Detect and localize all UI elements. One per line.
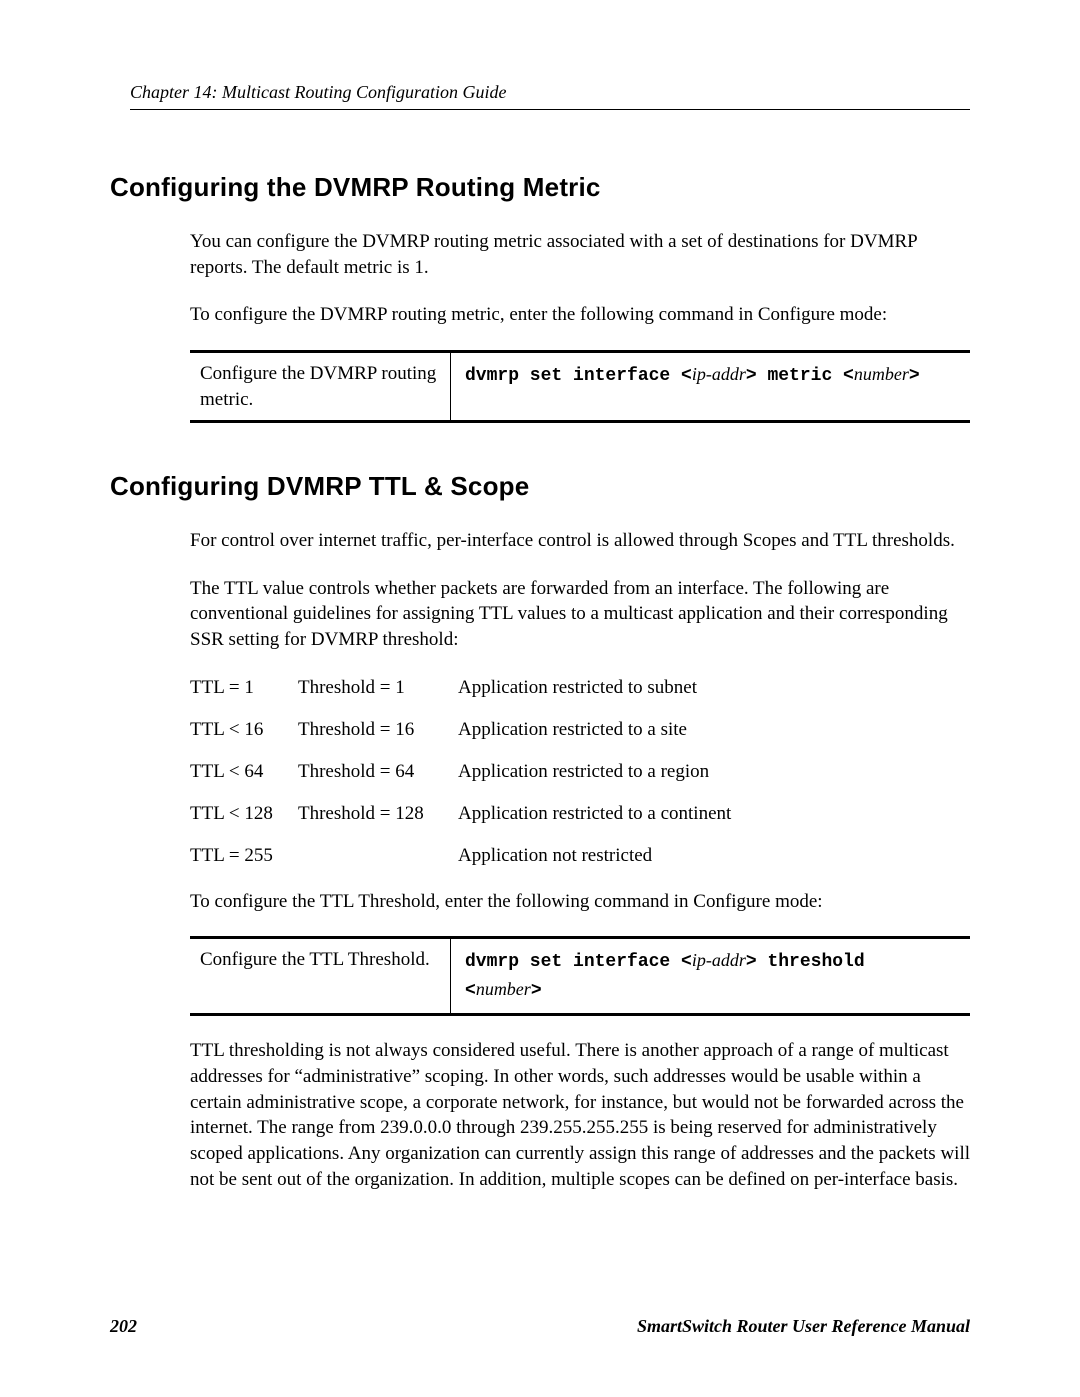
ttl-row: TTL < 128 Threshold = 128 Application re… [190, 803, 970, 825]
ttl-col2 [298, 845, 458, 867]
ttl-col1: TTL < 64 [190, 761, 298, 783]
cmd-text: > metric < [746, 366, 854, 386]
cmd-text: dvmrp set interface < [465, 366, 692, 386]
ttl-row: TTL < 64 Threshold = 64 Application rest… [190, 761, 970, 783]
ttl-col3: Application restricted to a continent [458, 803, 970, 825]
section2-p2: The TTL value controls whether packets a… [190, 576, 970, 653]
section2-p3: To configure the TTL Threshold, enter th… [190, 889, 970, 915]
ttl-row: TTL < 16 Threshold = 16 Application rest… [190, 719, 970, 741]
section1-cmd-table: Configure the DVMRP routing metric. dvmr… [190, 350, 970, 423]
ttl-col2: Threshold = 1 [298, 677, 458, 699]
page-footer: 202 SmartSwitch Router User Reference Ma… [110, 1316, 970, 1337]
ttl-col1: TTL = 1 [190, 677, 298, 699]
section1-cmd-desc: Configure the DVMRP routing metric. [190, 353, 451, 420]
cmd-text: > threshold [746, 952, 865, 972]
ttl-col1: TTL < 128 [190, 803, 298, 825]
section1-heading: Configuring the DVMRP Routing Metric [110, 172, 970, 203]
section2-cmd-desc: Configure the TTL Threshold. [190, 939, 451, 1013]
ttl-table: TTL = 1 Threshold = 1 Application restri… [190, 677, 970, 867]
ttl-col3: Application restricted to subnet [458, 677, 970, 699]
ttl-col3: Application restricted to a region [458, 761, 970, 783]
ttl-col3: Application restricted to a site [458, 719, 970, 741]
section2-cmd-table: Configure the TTL Threshold. dvmrp set i… [190, 936, 970, 1016]
manual-title: SmartSwitch Router User Reference Manual [637, 1316, 970, 1337]
ttl-col3: Application not restricted [458, 845, 970, 867]
ttl-row: TTL = 255 Application not restricted [190, 845, 970, 867]
cmd-text: > [531, 981, 542, 1001]
cmd-arg: number [476, 979, 531, 999]
cmd-text: < [465, 981, 476, 1001]
section2-p1: For control over internet traffic, per-i… [190, 528, 970, 554]
ttl-col1: TTL < 16 [190, 719, 298, 741]
cmd-text: > [909, 366, 920, 386]
cmd-arg: ip-addr [692, 364, 746, 384]
section1-cmd-syntax: dvmrp set interface <ip-addr> metric <nu… [451, 353, 970, 420]
section2-heading: Configuring DVMRP TTL & Scope [110, 471, 970, 502]
ttl-col2: Threshold = 64 [298, 761, 458, 783]
cmd-arg: ip-addr [692, 950, 746, 970]
ttl-col2: Threshold = 16 [298, 719, 458, 741]
section2-cmd-syntax: dvmrp set interface <ip-addr> threshold … [451, 939, 970, 1013]
cmd-arg: number [854, 364, 909, 384]
ttl-col2: Threshold = 128 [298, 803, 458, 825]
running-head: Chapter 14: Multicast Routing Configurat… [130, 82, 970, 110]
page-number: 202 [110, 1316, 137, 1337]
page: Chapter 14: Multicast Routing Configurat… [0, 0, 1080, 1397]
section2-p4: TTL thresholding is not always considere… [190, 1038, 970, 1192]
cmd-text: dvmrp set interface < [465, 952, 692, 972]
section1-p1: You can configure the DVMRP routing metr… [190, 229, 970, 280]
ttl-row: TTL = 1 Threshold = 1 Application restri… [190, 677, 970, 699]
ttl-col1: TTL = 255 [190, 845, 298, 867]
section1-p2: To configure the DVMRP routing metric, e… [190, 302, 970, 328]
